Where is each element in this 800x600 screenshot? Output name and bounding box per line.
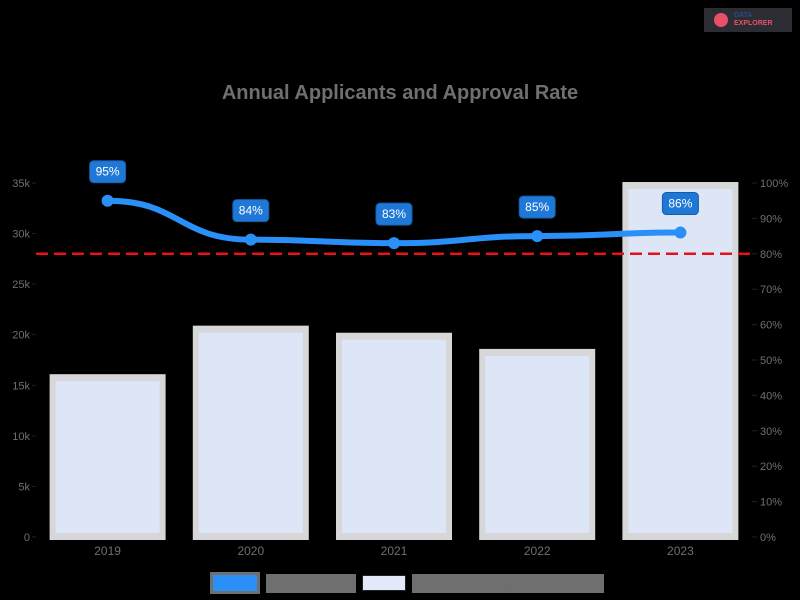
right-tick-label: 60% <box>760 320 782 332</box>
line-point <box>101 194 114 207</box>
data-label-box <box>89 160 127 184</box>
right-tick-label: 100% <box>760 178 788 190</box>
x-tick-label: 2021 <box>381 544 408 558</box>
right-tick-label: 30% <box>760 426 782 438</box>
legend: Approval Rate Number of Applicants (per … <box>210 570 604 596</box>
left-tick-label: 30k <box>12 229 30 241</box>
left-tick-label: 5k <box>18 481 30 493</box>
data-label: 95% <box>96 165 120 179</box>
legend-bar-swatch <box>362 575 407 591</box>
line-point <box>531 230 544 243</box>
bar <box>628 189 733 533</box>
legend-label-line: Approval Rate <box>266 573 357 593</box>
right-tick-label: 40% <box>760 390 782 402</box>
data-label-box <box>375 202 413 226</box>
left-tick-label: 35k <box>12 178 30 190</box>
x-tick-label: 2022 <box>524 544 551 558</box>
logo-line-2: EXPLORER <box>734 20 773 27</box>
data-label: 84% <box>239 204 263 218</box>
x-tick-label: 2023 <box>667 544 694 558</box>
right-tick-label: 80% <box>760 249 782 261</box>
data-label: 85% <box>525 200 549 214</box>
line-point <box>388 237 400 250</box>
right-tick-label: 50% <box>760 355 782 367</box>
right-tick-label: 90% <box>760 213 782 225</box>
brand-logo[interactable]: DATA EXPLORER <box>704 8 792 32</box>
logo-line-1: DATA <box>734 12 753 19</box>
legend-label-bar: Number of Applicants (per year) <box>412 573 604 593</box>
right-tick-label: 10% <box>760 497 782 509</box>
left-tick-label: 20k <box>12 330 30 342</box>
chart-title: Annual Applicants and Approval Rate <box>221 82 579 104</box>
data-label-box <box>518 195 556 219</box>
x-tick-label: 2019 <box>94 544 121 558</box>
left-tick-label: 25k <box>12 279 30 291</box>
bar <box>485 355 590 533</box>
left-tick-label: 15k <box>12 380 30 392</box>
line-point <box>674 226 687 239</box>
data-label-box <box>232 199 270 223</box>
bar <box>342 339 446 533</box>
data-label: 86% <box>668 197 692 211</box>
line-point <box>244 233 257 246</box>
data-label: 83% <box>382 207 406 221</box>
right-tick-label: 20% <box>760 461 782 473</box>
legend-line-swatch <box>210 572 260 594</box>
data-label-box <box>661 192 699 216</box>
left-tick-label: 10k <box>12 431 30 443</box>
bar <box>55 381 160 533</box>
bar <box>198 332 303 533</box>
x-tick-label: 2020 <box>237 544 264 558</box>
right-tick-label: 0% <box>760 532 776 544</box>
left-tick-label: 0 <box>24 532 30 544</box>
logo-icon <box>714 13 728 27</box>
right-tick-label: 70% <box>760 284 782 296</box>
